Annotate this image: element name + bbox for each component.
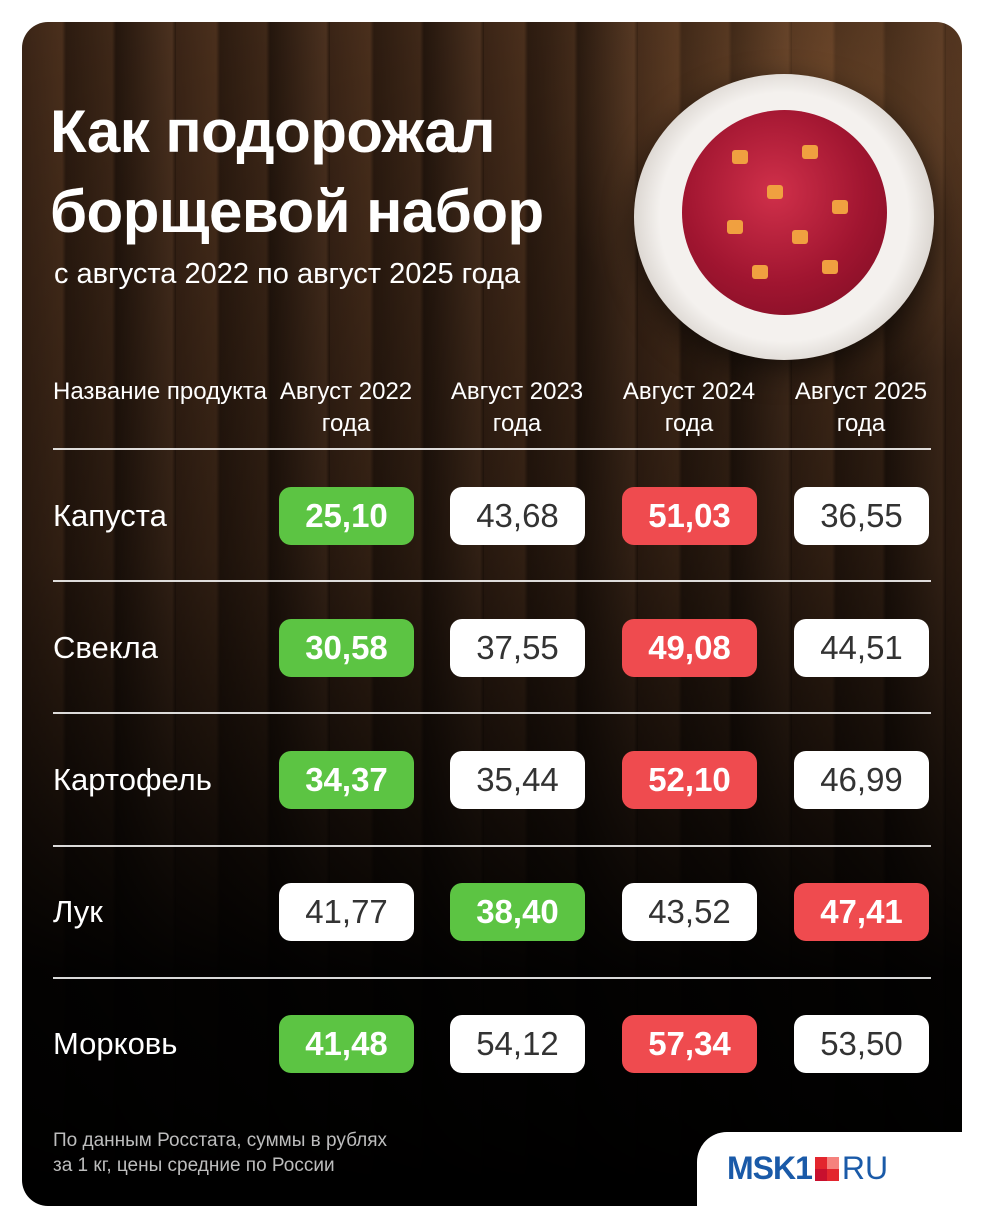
- logo-square-icon: [814, 1156, 839, 1181]
- price-cell-normal: 43,68: [450, 487, 585, 545]
- column-header: Август 2023 года: [450, 378, 584, 437]
- price-cell-normal: 35,44: [450, 751, 585, 809]
- product-name: Свекла: [53, 630, 158, 665]
- title-line-2: борщевой набор: [50, 178, 544, 245]
- price-cell-max: 47,41: [794, 883, 929, 941]
- logo-text-msk1: MSK1: [727, 1150, 813, 1186]
- price-cell-normal: 44,51: [794, 619, 929, 677]
- price-cell-normal: 37,55: [450, 619, 585, 677]
- msk1-logo: MSK1 RU: [727, 1150, 888, 1187]
- product-name: Капуста: [53, 498, 167, 533]
- footnote: По данным Росстата, суммы в рублях за 1 …: [53, 1128, 387, 1178]
- product-name: Лук: [53, 894, 103, 929]
- column-header: Август 2025 года: [794, 378, 928, 437]
- product-name: Морковь: [53, 1026, 178, 1061]
- price-cell-normal: 43,52: [622, 883, 757, 941]
- price-cell-min: 38,40: [450, 883, 585, 941]
- row-divider: [53, 580, 931, 582]
- row-divider: [53, 712, 931, 714]
- borscht-soup-image: [682, 110, 887, 315]
- row-divider: [53, 977, 931, 979]
- row-divider: [53, 448, 931, 450]
- price-cell-max: 51,03: [622, 487, 757, 545]
- price-cell-normal: 54,12: [450, 1015, 585, 1073]
- page-title: Как подорожал борщевой набор: [50, 92, 544, 252]
- price-cell-normal: 53,50: [794, 1015, 929, 1073]
- column-header: Август 2022 года: [279, 378, 413, 437]
- footnote-line-2: за 1 кг, цены средние по России: [53, 1155, 335, 1176]
- logo-text-ru: RU: [841, 1150, 889, 1186]
- row-divider: [53, 845, 931, 847]
- product-name: Картофель: [53, 762, 212, 797]
- price-cell-min: 41,48: [279, 1015, 414, 1073]
- price-cell-normal: 46,99: [794, 751, 929, 809]
- subtitle: с августа 2022 по август 2025 года: [54, 258, 521, 290]
- logo-area: [697, 1132, 984, 1232]
- price-cell-min: 34,37: [279, 751, 414, 809]
- price-cell-min: 30,58: [279, 619, 414, 677]
- price-cell-max: 57,34: [622, 1015, 757, 1073]
- title-line-1: Как подорожал: [50, 98, 496, 165]
- infographic-card: Как подорожал борщевой набор с августа 2…: [22, 22, 962, 1206]
- column-header: Август 2024 года: [622, 378, 756, 437]
- price-cell-normal: 36,55: [794, 487, 929, 545]
- price-cell-max: 49,08: [622, 619, 757, 677]
- price-cell-normal: 41,77: [279, 883, 414, 941]
- footnote-line-1: По данным Росстата, суммы в рублях: [53, 1130, 387, 1151]
- price-cell-max: 52,10: [622, 751, 757, 809]
- column-header: Название продукта: [53, 378, 267, 405]
- price-cell-min: 25,10: [279, 487, 414, 545]
